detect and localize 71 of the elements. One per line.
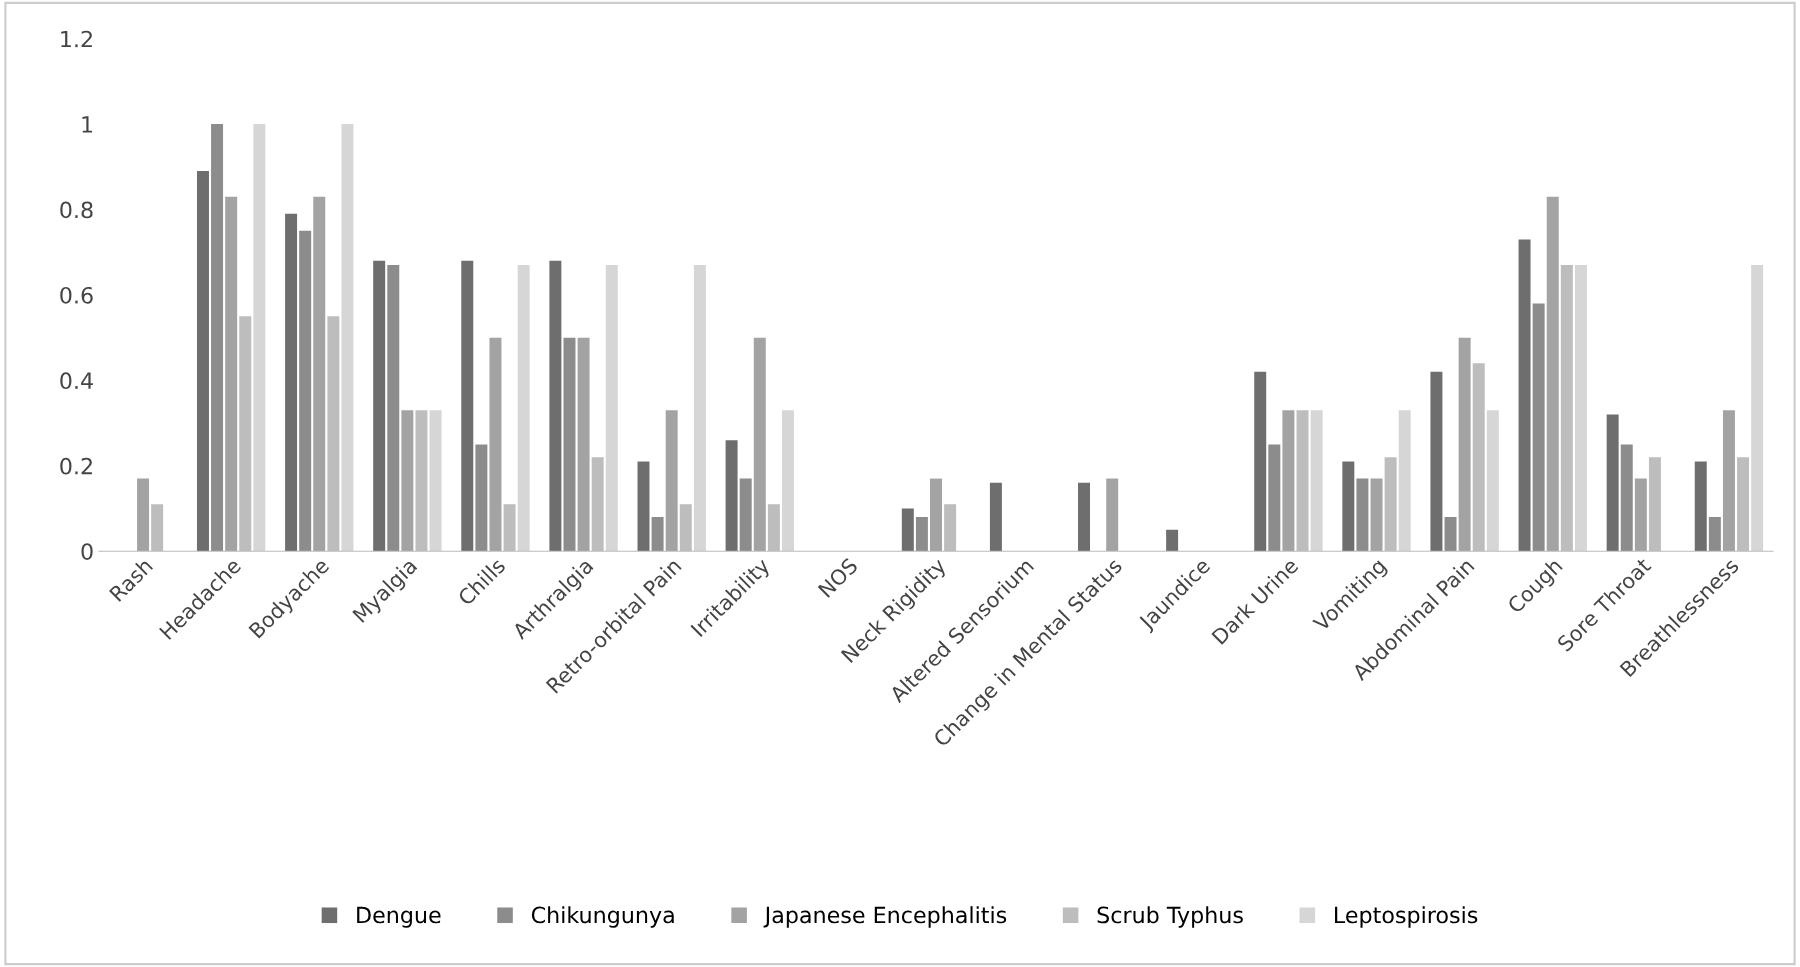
bar — [930, 478, 942, 552]
bar — [1106, 478, 1119, 552]
legend-label: Leptospirosis — [1335, 906, 1478, 928]
y-tick-label: 0 — [81, 543, 93, 560]
bar — [563, 337, 576, 552]
bar — [1356, 478, 1369, 552]
bar — [1574, 265, 1587, 552]
bar — [1342, 461, 1355, 552]
bar — [605, 265, 618, 552]
bar — [901, 508, 914, 552]
bar — [725, 440, 738, 552]
bar — [211, 124, 224, 552]
bar — [753, 337, 766, 552]
bar — [285, 213, 298, 552]
bar — [1398, 410, 1411, 552]
bar — [225, 196, 238, 552]
bar — [1430, 371, 1443, 552]
legend-label: Japanese Encephalitis — [763, 906, 1007, 928]
y-tick-label: 0.6 — [60, 286, 93, 304]
bar — [1532, 303, 1545, 552]
bar — [739, 478, 752, 552]
bar — [915, 517, 928, 552]
bar — [1620, 444, 1633, 552]
bar — [429, 410, 442, 552]
y-tick-label: 0.2 — [60, 457, 92, 475]
legend-label: Scrub Typhus — [1097, 906, 1243, 928]
bar — [577, 337, 590, 552]
bar — [475, 444, 488, 552]
bar — [637, 461, 650, 552]
bar — [989, 482, 1002, 552]
y-tick-label: 0.4 — [60, 372, 93, 390]
bar — [1458, 337, 1471, 552]
bar — [549, 260, 562, 552]
bar — [196, 171, 209, 552]
bar — [489, 337, 502, 552]
bar — [373, 260, 386, 552]
bar — [1518, 239, 1531, 552]
bar — [517, 265, 530, 552]
bar — [387, 265, 400, 552]
bar — [313, 196, 326, 552]
y-tick-label: 1.2 — [61, 30, 92, 48]
bar — [1444, 517, 1457, 552]
bar — [1486, 410, 1499, 552]
bar — [1370, 478, 1383, 552]
bar — [1282, 410, 1295, 552]
bar — [1254, 371, 1267, 552]
bar — [1268, 444, 1281, 552]
bar — [651, 517, 664, 552]
bar — [1708, 517, 1721, 552]
bar — [341, 124, 354, 552]
bar — [1606, 414, 1619, 552]
bar — [665, 410, 678, 552]
bar — [1722, 410, 1735, 552]
bar — [1546, 196, 1559, 552]
bar — [401, 410, 414, 552]
bar — [781, 410, 794, 552]
bar — [1310, 410, 1323, 552]
bar — [461, 260, 474, 552]
legend-label: Chikungunya — [531, 906, 674, 928]
bar — [1166, 529, 1179, 552]
bar — [1634, 478, 1647, 552]
bar — [1078, 482, 1091, 552]
y-tick-label: 0.8 — [60, 201, 93, 219]
bar — [693, 265, 706, 552]
legend-label: Dengue — [357, 906, 441, 928]
bar — [253, 124, 266, 552]
bar — [299, 230, 312, 552]
bar — [137, 478, 150, 552]
bar — [1751, 265, 1764, 552]
y-tick-label: 1 — [82, 116, 93, 133]
bar — [1694, 461, 1707, 552]
